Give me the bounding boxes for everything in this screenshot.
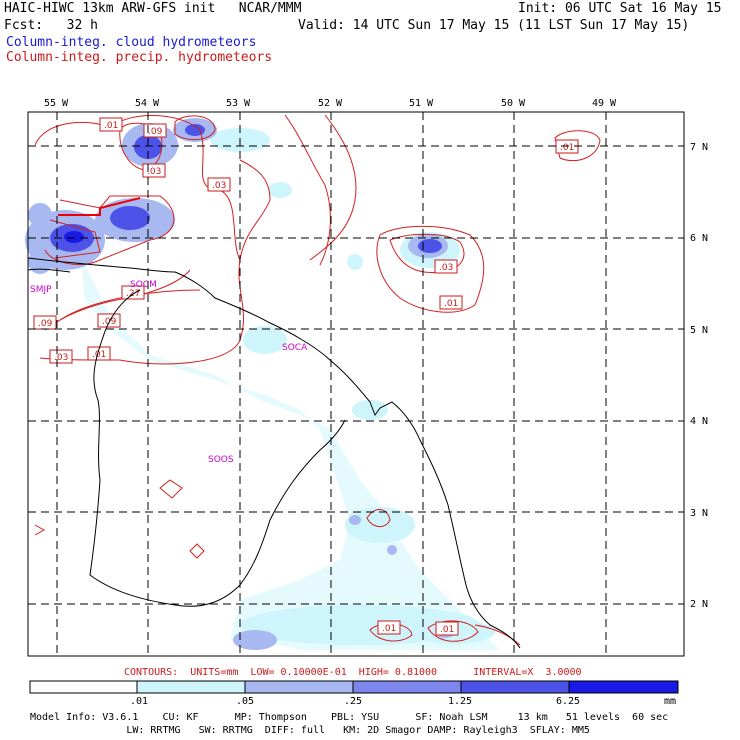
lat-lon-grid <box>28 112 684 656</box>
contour-label: .09 <box>33 315 57 330</box>
lon-label: 53 W <box>226 98 251 109</box>
plot-title: HAIC-HIWC 13km ARW-GFS init NCAR/MMM <box>4 1 302 16</box>
model-info-line2: LW: RRTMG SW: RRTMG DIFF: full KM: 2D Sm… <box>30 725 590 736</box>
lat-label: 5 N <box>690 325 708 336</box>
svg-text:.03: .03 <box>439 263 453 273</box>
colorbar-tick: .25 <box>344 696 362 707</box>
colorbar-tick: 6.25 <box>556 696 580 707</box>
lon-label: 55 W <box>44 98 69 109</box>
svg-text:.01: .01 <box>92 350 106 360</box>
contour-label: .09 <box>97 313 121 328</box>
contour-label: .03 <box>142 163 166 178</box>
contour-label: .03 <box>434 259 458 274</box>
colorbar-unit: mm <box>664 696 676 707</box>
lat-label: 4 N <box>690 416 708 427</box>
station-label: SOCA <box>282 343 308 353</box>
colorbar-tick: .05 <box>236 696 254 707</box>
colorbar: .01 .05 .25 1.25 6.25 mm <box>29 680 679 707</box>
colorbar-tick: .01 <box>130 696 148 707</box>
model-info-line1: Model Info: V3.6.1 CU: KF MP: Thompson P… <box>30 712 669 723</box>
svg-text:.03: .03 <box>147 167 161 177</box>
lat-label: 3 N <box>690 508 708 519</box>
contour-label: .03 <box>207 177 231 192</box>
field-label-cloud: Column-integ. cloud hydrometeors <box>6 35 257 50</box>
lon-label: 54 W <box>135 98 160 109</box>
station-label: SMJP <box>30 285 52 295</box>
lat-label: 7 N <box>690 142 708 153</box>
lat-label: 2 N <box>690 599 708 610</box>
svg-text:.01: .01 <box>104 121 118 131</box>
contour-label: .01 <box>377 620 401 635</box>
station-label: SOOS <box>208 455 234 465</box>
contour-info: CONTOURS: UNITS=mm LOW= 0.10000E-01 HIGH… <box>124 667 582 678</box>
contour-label: .09 <box>143 123 167 138</box>
contour-label: .01 <box>87 346 111 361</box>
svg-text:.03: .03 <box>212 181 226 191</box>
colorbar-tick: 1.25 <box>448 696 472 707</box>
station-label: SOCM <box>130 280 157 290</box>
init-time: Init: 06 UTC Sat 16 May 15 <box>518 1 722 16</box>
precip-contours <box>34 114 601 646</box>
svg-text:.01: .01 <box>560 143 574 153</box>
lon-label: 49 W <box>592 98 617 109</box>
forecast-hour: Fcst: 32 h <box>4 18 98 33</box>
svg-text:.03: .03 <box>54 353 68 363</box>
lat-label: 6 N <box>690 233 708 244</box>
cloud-shading <box>25 118 500 650</box>
lon-label: 51 W <box>409 98 434 109</box>
contour-label: .01 <box>99 117 123 132</box>
valid-time: Valid: 14 UTC Sun 17 May 15 (11 LST Sun … <box>298 18 690 33</box>
svg-text:.01: .01 <box>382 624 396 634</box>
coastline <box>27 257 521 649</box>
svg-text:.09: .09 <box>148 127 163 137</box>
field-label-precip: Column-integ. precip. hydrometeors <box>6 50 273 65</box>
contour-label: .01 <box>435 621 459 636</box>
contour-label: .03 <box>49 349 73 364</box>
contour-label: .01 <box>439 295 463 310</box>
lon-label: 52 W <box>318 98 343 109</box>
map-frame <box>27 111 685 657</box>
svg-text:.09: .09 <box>38 319 53 329</box>
svg-text:.01: .01 <box>440 625 454 635</box>
svg-text:.01: .01 <box>444 299 458 309</box>
lon-label: 50 W <box>501 98 526 109</box>
frame-ticks <box>56 112 684 605</box>
